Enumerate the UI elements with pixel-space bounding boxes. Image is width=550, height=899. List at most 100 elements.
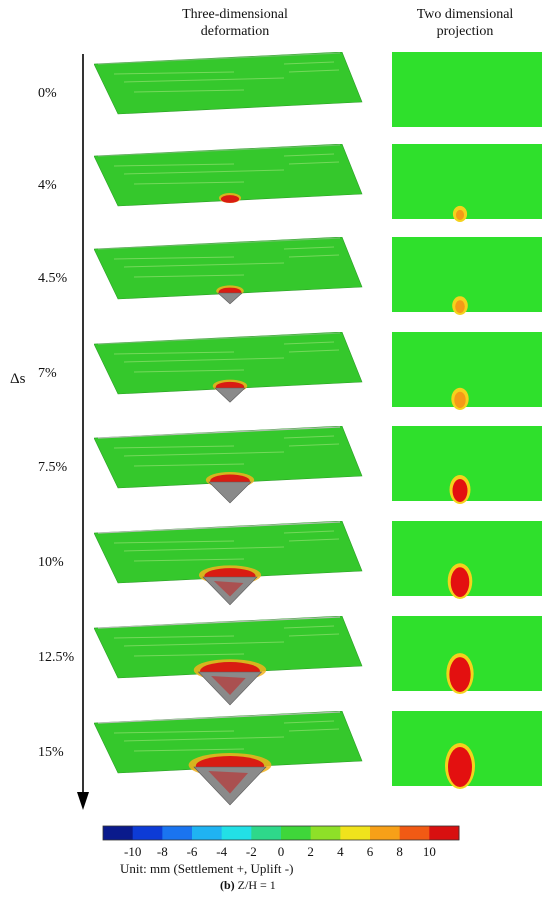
row-label: 7.5% bbox=[38, 460, 68, 475]
colorbar-tick: 10 bbox=[422, 844, 436, 859]
surface-streak bbox=[283, 625, 335, 629]
surface-edge bbox=[97, 711, 341, 724]
surface-streak bbox=[283, 246, 335, 250]
surface-streak bbox=[283, 720, 335, 724]
colorbar-tick: -6 bbox=[186, 844, 198, 859]
colorbar-segment bbox=[132, 826, 163, 840]
projection-settlement bbox=[452, 479, 468, 502]
surface-streak bbox=[123, 641, 285, 647]
projection-2d-panel bbox=[392, 144, 542, 222]
projection-settlement bbox=[448, 747, 472, 787]
projection-settlement bbox=[450, 567, 470, 597]
surface-streak bbox=[123, 262, 285, 268]
colorbar-tick: 4 bbox=[337, 844, 344, 859]
projection-2d-panel bbox=[392, 711, 542, 789]
surface-streak bbox=[288, 538, 340, 542]
surface-streak bbox=[288, 254, 340, 258]
surface-streak bbox=[113, 256, 235, 260]
figure-caption: (b) Z/H = 1 bbox=[220, 878, 276, 893]
surface-streak bbox=[133, 463, 245, 467]
settlement-zone bbox=[220, 195, 240, 203]
colorbar-segment bbox=[251, 826, 282, 840]
projection-settlement bbox=[455, 300, 465, 313]
colorbar-tick: -8 bbox=[156, 844, 168, 859]
caption-part: (b) bbox=[220, 878, 235, 892]
deformation-3d-panel bbox=[94, 237, 363, 305]
row-label: 4.5% bbox=[38, 271, 68, 286]
projection-2d-panel bbox=[392, 52, 542, 127]
cone-red-patches bbox=[213, 581, 244, 597]
surface-edge bbox=[97, 332, 341, 345]
surface-edge bbox=[97, 521, 341, 534]
surface-streak bbox=[123, 169, 285, 175]
surface-edge bbox=[97, 616, 341, 629]
colorbar-tick: -2 bbox=[245, 844, 257, 859]
colorbar-segment bbox=[399, 826, 430, 840]
colorbar-segment bbox=[192, 826, 223, 840]
delta-s-label: Δs bbox=[10, 371, 26, 387]
cone-red-patches bbox=[208, 771, 248, 794]
header-2d-line1: Two dimensional bbox=[416, 7, 514, 22]
surface-streak bbox=[133, 653, 245, 657]
colorbar-segment bbox=[340, 826, 371, 840]
header-3d-line1: Three-dimensional bbox=[182, 7, 288, 22]
deformation-3d-panel bbox=[94, 711, 363, 806]
projection-field bbox=[392, 52, 542, 127]
surface-streak bbox=[123, 451, 285, 457]
header-3d-deformation: Three-dimensional deformation bbox=[150, 6, 320, 40]
deformation-3d-panel bbox=[94, 616, 363, 706]
unit-label: Unit: mm (Settlement +, Uplift -) bbox=[120, 861, 294, 876]
surface-streak bbox=[133, 274, 245, 278]
surface-streak bbox=[113, 540, 235, 544]
surface-edge bbox=[97, 144, 341, 157]
ground-surface bbox=[94, 521, 363, 584]
ground-surface bbox=[94, 52, 363, 115]
surface-streak bbox=[283, 61, 335, 65]
caption-text: Z/H = 1 bbox=[237, 878, 276, 892]
surface-edge bbox=[97, 237, 341, 250]
surface-streak bbox=[113, 445, 235, 449]
projection-field bbox=[392, 144, 542, 219]
colorbar-segment bbox=[429, 826, 460, 840]
header-2d-line2: projection bbox=[436, 24, 494, 39]
colorbar-tick: 8 bbox=[396, 844, 403, 859]
colorbar-border bbox=[102, 825, 460, 841]
ground-surface bbox=[94, 426, 363, 489]
deformation-3d-panel bbox=[94, 332, 363, 403]
projection-settlement bbox=[455, 209, 465, 220]
surface-streak bbox=[123, 357, 285, 363]
projection-field bbox=[392, 237, 542, 312]
cone-red-patches bbox=[211, 676, 246, 696]
surface-streak bbox=[288, 633, 340, 637]
surface-streak bbox=[133, 89, 245, 93]
deformation-3d-panel bbox=[94, 426, 363, 504]
projection-settlement bbox=[449, 657, 471, 692]
subsidence-cone bbox=[208, 481, 252, 504]
deformation-3d-panel bbox=[94, 52, 363, 115]
colorbar-segment bbox=[370, 826, 401, 840]
surface-streak bbox=[283, 435, 335, 439]
row-label: 12.5% bbox=[38, 650, 75, 665]
surface-streak bbox=[288, 349, 340, 353]
surface-streak bbox=[283, 341, 335, 345]
ground-surface bbox=[94, 144, 363, 207]
row-label: 0% bbox=[38, 86, 57, 101]
colorbar-tick: 0 bbox=[277, 844, 285, 859]
delta-s-arrow bbox=[77, 54, 89, 810]
ground-surface bbox=[94, 711, 363, 774]
surface-streak bbox=[113, 351, 235, 355]
colorbar-segment bbox=[162, 826, 193, 840]
surface-streak bbox=[133, 181, 245, 185]
surface-streak bbox=[113, 163, 235, 167]
colorbar-tick: -10 bbox=[123, 844, 142, 859]
surface-streak bbox=[113, 71, 235, 75]
surface-streak bbox=[288, 443, 340, 447]
deformation-3d-panel bbox=[94, 144, 363, 207]
colorbar-segment bbox=[103, 826, 134, 840]
colorbar-tick: 2 bbox=[307, 844, 314, 859]
row-label: 7% bbox=[38, 366, 57, 381]
row-label: 4% bbox=[38, 178, 57, 193]
surface-streak bbox=[123, 77, 285, 83]
surface-edge bbox=[97, 52, 341, 65]
subsidence-cone bbox=[214, 387, 246, 403]
